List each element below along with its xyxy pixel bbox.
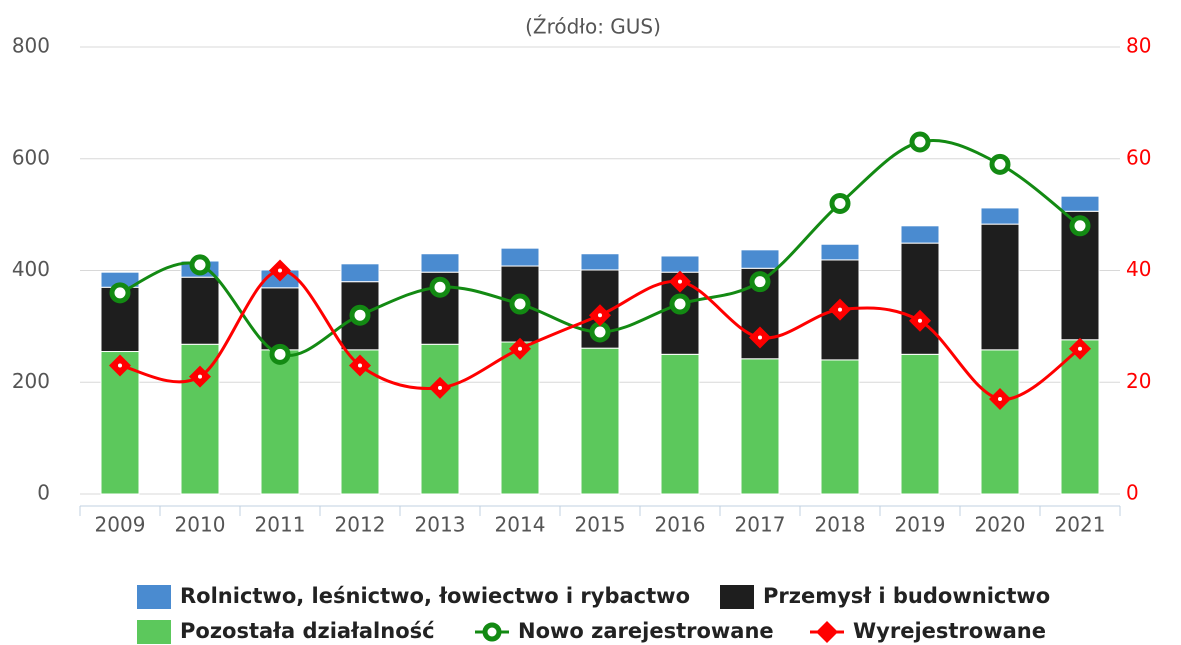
bar-segment bbox=[420, 343, 460, 495]
marker-dot bbox=[838, 307, 842, 312]
marker bbox=[269, 343, 291, 365]
y2-tick-label: 0 bbox=[1126, 481, 1139, 505]
marker-dot bbox=[678, 279, 682, 284]
marker-dot bbox=[598, 313, 602, 318]
marker bbox=[589, 321, 611, 343]
bar-segment bbox=[660, 255, 700, 273]
bar-segment bbox=[580, 253, 620, 271]
marker-dot bbox=[758, 335, 762, 340]
marker-dot bbox=[118, 363, 122, 368]
legend-label: Nowo zarejestrowane bbox=[518, 619, 774, 643]
x-tick-label: 2009 bbox=[95, 513, 146, 537]
legend-marker bbox=[482, 622, 502, 642]
bar-segment bbox=[740, 358, 780, 495]
x-tick-label: 2018 bbox=[815, 513, 866, 537]
bar-segment bbox=[900, 225, 940, 244]
x-tick-label: 2013 bbox=[415, 513, 466, 537]
bar-segment bbox=[1060, 195, 1100, 212]
marker bbox=[349, 304, 371, 326]
x-tick-label: 2020 bbox=[975, 513, 1026, 537]
legend-swatch bbox=[137, 585, 171, 609]
marker-dot bbox=[278, 268, 282, 273]
y-tick-label: 0 bbox=[37, 481, 50, 505]
bar-segment bbox=[980, 207, 1020, 225]
bar-segment bbox=[340, 263, 380, 283]
x-tick-label: 2017 bbox=[735, 513, 786, 537]
y2-tick-label: 80 bbox=[1126, 34, 1151, 58]
y-tick-label: 200 bbox=[12, 369, 50, 393]
y-tick-label: 800 bbox=[12, 34, 50, 58]
legend-swatch bbox=[137, 620, 171, 644]
y2-tick-label: 20 bbox=[1126, 369, 1151, 393]
marker-dot bbox=[198, 374, 202, 379]
bar-segment bbox=[500, 341, 540, 495]
marker bbox=[429, 276, 451, 298]
bar-segment bbox=[820, 359, 860, 495]
bar-segment bbox=[260, 287, 300, 351]
marker bbox=[669, 293, 691, 315]
legend-label: Rolnictwo, leśnictwo, łowiectwo i rybact… bbox=[180, 584, 690, 608]
x-tick-label: 2015 bbox=[575, 513, 626, 537]
bar-segment bbox=[420, 253, 460, 273]
bar-segment bbox=[820, 243, 860, 261]
bar-segment bbox=[660, 353, 700, 495]
bar-segment bbox=[980, 223, 1020, 351]
bar-segment bbox=[980, 349, 1020, 495]
bar-segment bbox=[900, 242, 940, 355]
x-tick-label: 2010 bbox=[175, 513, 226, 537]
y2-tick-label: 60 bbox=[1126, 145, 1151, 169]
y-tick-label: 600 bbox=[12, 145, 50, 169]
marker bbox=[109, 282, 131, 304]
x-tick-label: 2014 bbox=[495, 513, 546, 537]
marker bbox=[829, 192, 851, 214]
x-tick-label: 2011 bbox=[255, 513, 306, 537]
chart-title: (Źródło: GUS) bbox=[525, 15, 661, 39]
bar-segment bbox=[740, 249, 780, 269]
legend-label: Przemysł i budownictwo bbox=[763, 584, 1050, 608]
marker bbox=[189, 254, 211, 276]
marker bbox=[909, 131, 931, 153]
y-tick-label: 400 bbox=[12, 257, 50, 281]
x-tick-label: 2012 bbox=[335, 513, 386, 537]
legend-label: Wyrejestrowane bbox=[853, 619, 1046, 643]
marker-dot bbox=[1078, 346, 1082, 351]
marker-dot bbox=[438, 385, 442, 390]
x-tick-label: 2019 bbox=[895, 513, 946, 537]
x-tick-label: 2016 bbox=[655, 513, 706, 537]
bar-segment bbox=[1060, 339, 1100, 495]
bar-segment bbox=[500, 247, 540, 267]
marker-dot bbox=[518, 346, 522, 351]
x-tick-label: 2021 bbox=[1055, 513, 1106, 537]
bar-segment bbox=[100, 286, 140, 353]
bar-segment bbox=[580, 347, 620, 495]
legend-label: Pozostała działalność bbox=[180, 619, 435, 643]
marker-dot bbox=[358, 363, 362, 368]
bar-segment bbox=[260, 349, 300, 495]
marker-dot bbox=[918, 318, 922, 323]
bar-segment bbox=[900, 353, 940, 495]
marker-dot bbox=[998, 397, 1002, 402]
marker bbox=[1069, 215, 1091, 237]
marker bbox=[989, 153, 1011, 175]
legend-swatch bbox=[720, 585, 754, 609]
bar-segment bbox=[180, 276, 220, 345]
y2-tick-label: 40 bbox=[1126, 257, 1151, 281]
marker bbox=[509, 293, 531, 315]
legend-marker bbox=[816, 621, 838, 643]
marker bbox=[749, 271, 771, 293]
